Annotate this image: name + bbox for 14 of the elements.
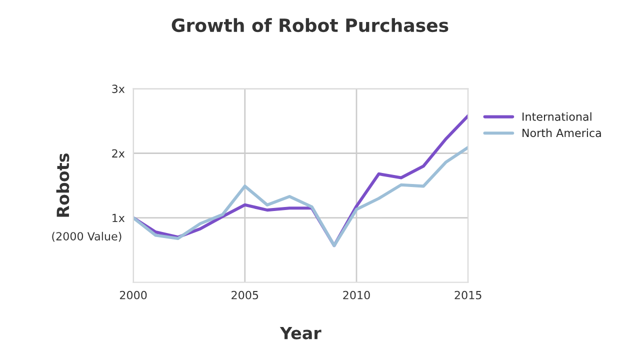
x-tick-label: 2005 [232,290,258,300]
legend-label: North America [522,128,601,138]
x-tick-label: 2015 [454,290,482,300]
x-tick-label: 2010 [343,290,370,300]
y-tick-label: 1x [112,214,125,222]
y-axis-title: Robots [56,154,70,217]
legend-label: International [522,112,592,121]
x-axis-title: Year [280,326,322,340]
y-tick-label: 3x [112,84,125,94]
line-series [133,146,468,248]
chart-title: Growth of Robot Purchases [172,18,448,32]
annotation: (2000 Value) [52,232,122,242]
y-tick-label: 2x [112,149,125,158]
x-tick-label: 2000 [120,290,147,300]
